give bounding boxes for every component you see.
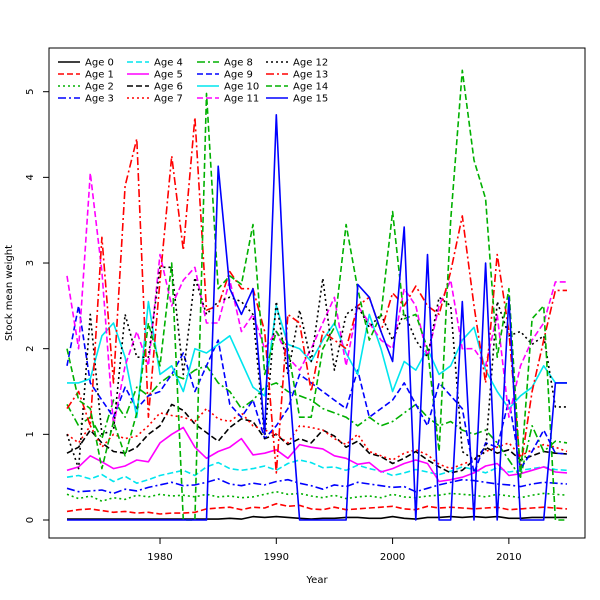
legend-label: Age 15 xyxy=(293,94,328,105)
legend-label: Age 11 xyxy=(224,94,259,105)
legend-label: Age 14 xyxy=(293,82,328,93)
series-line-age-10 xyxy=(67,300,567,419)
legend-label: Age 8 xyxy=(224,58,253,69)
series-line-age-4 xyxy=(66,459,568,485)
y-tick-label: 1 xyxy=(25,431,36,437)
series-line-age-1 xyxy=(66,502,568,515)
legend-label: Age 9 xyxy=(224,70,253,81)
series-line-age-0 xyxy=(67,515,567,520)
legend-label: Age 4 xyxy=(154,58,183,69)
series-layer xyxy=(66,69,568,521)
legend-label: Age 13 xyxy=(293,70,328,81)
series-line-age-14 xyxy=(66,69,567,521)
legend-label: Age 2 xyxy=(85,82,114,93)
y-tick-label: 4 xyxy=(25,174,36,180)
series-line-age-9 xyxy=(66,304,568,474)
series-line-age-8 xyxy=(66,364,568,479)
legend-label: Age 0 xyxy=(85,58,114,69)
legend-label: Age 12 xyxy=(293,58,328,69)
legend-label: Age 6 xyxy=(154,82,183,93)
y-axis-label: Stock mean weight xyxy=(4,245,15,341)
x-axis: 1980 1990 2000 2010 xyxy=(147,538,522,563)
x-tick-label: 2000 xyxy=(380,552,405,563)
y-tick-label: 0 xyxy=(25,517,36,523)
series-line-age-5 xyxy=(66,426,568,483)
series-line-age-3 xyxy=(66,478,568,495)
legend-label: Age 5 xyxy=(154,70,183,81)
x-tick-label: 2010 xyxy=(496,552,521,563)
y-tick-label: 5 xyxy=(25,89,36,95)
plot-frame xyxy=(48,47,586,539)
y-tick-label: 3 xyxy=(25,260,36,266)
series-line-age-13 xyxy=(66,116,567,474)
x-tick-label: 1990 xyxy=(264,552,289,563)
series-line-age-2 xyxy=(66,490,568,503)
y-tick-label: 2 xyxy=(25,345,36,351)
x-tick-label: 1980 xyxy=(147,552,172,563)
legend-label: Age 7 xyxy=(154,94,183,105)
series-line-age-12 xyxy=(66,266,567,470)
y-axis: 0 1 2 3 4 5 xyxy=(25,89,49,523)
legend-label: Age 10 xyxy=(224,82,259,93)
series-line-age-15 xyxy=(67,114,567,521)
x-axis-label: Year xyxy=(305,575,328,586)
series-line-age-11 xyxy=(66,172,567,427)
legend-label: Age 1 xyxy=(85,70,114,81)
legend-label: Age 3 xyxy=(85,94,114,105)
